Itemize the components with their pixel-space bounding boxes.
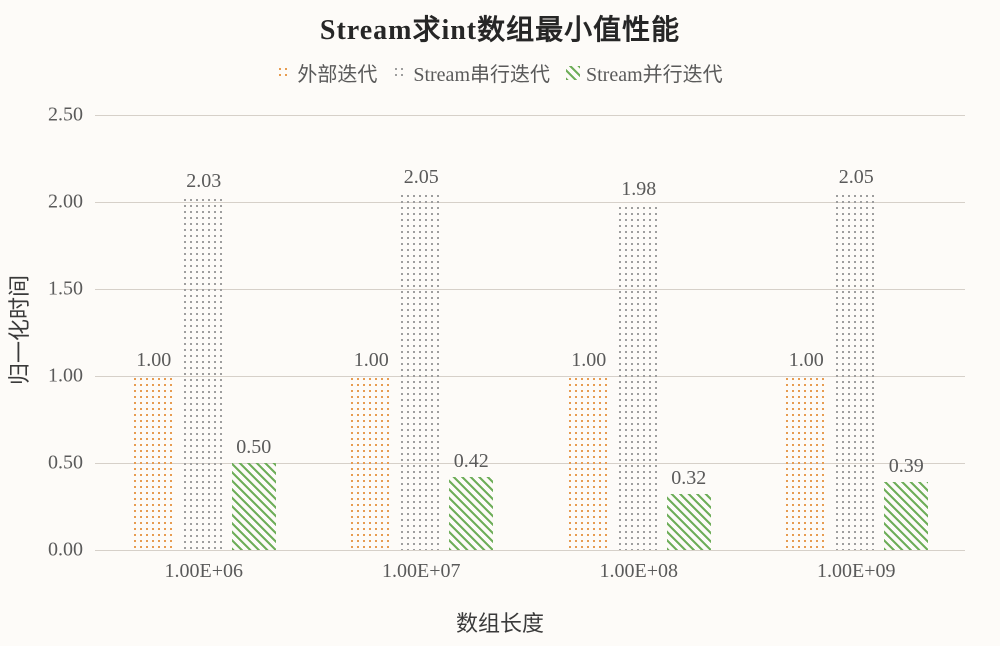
xtick-label: 1.00E+07: [382, 560, 461, 583]
xtick-label: 1.00E+09: [817, 560, 896, 583]
bar: [232, 463, 276, 550]
bar-value-label: 1.98: [621, 178, 656, 201]
bar-value-label: 2.03: [186, 170, 221, 193]
legend-label: Stream串行迭代: [413, 58, 550, 87]
xtick-label: 1.00E+08: [600, 560, 679, 583]
legend-item: Stream串行迭代: [393, 58, 550, 87]
bar-value-label: 0.42: [454, 450, 489, 473]
bar-value-label: 0.32: [671, 467, 706, 490]
bar: [884, 482, 928, 550]
bar-value-label: 0.50: [236, 436, 271, 459]
bar-value-label: 0.39: [889, 455, 924, 478]
bar: [784, 376, 828, 550]
bar: [449, 477, 493, 550]
ytick-label: 0.00: [48, 539, 83, 562]
bar: [132, 376, 176, 550]
legend-item: 外部迭代: [277, 58, 377, 87]
ytick-label: 0.50: [48, 452, 83, 475]
bar: [567, 376, 611, 550]
bar-value-label: 1.00: [354, 349, 389, 372]
bar-value-label: 1.00: [571, 349, 606, 372]
legend-label: Stream并行迭代: [586, 58, 723, 87]
x-axis-label: 数组长度: [0, 606, 1000, 638]
bar: [399, 193, 443, 550]
bar: [667, 494, 711, 550]
y-axis-label: 归一化时间: [2, 275, 34, 385]
legend-swatch: [393, 66, 407, 80]
bar-value-label: 2.05: [839, 166, 874, 189]
ytick-label: 1.50: [48, 278, 83, 301]
chart-title: Stream求int数组最小值性能: [0, 8, 1000, 48]
legend-label: 外部迭代: [297, 58, 377, 87]
bar-value-label: 1.00: [136, 349, 171, 372]
ytick-label: 2.50: [48, 104, 83, 127]
ytick-label: 1.00: [48, 365, 83, 388]
bar: [349, 376, 393, 550]
bar-value-label: 1.00: [789, 349, 824, 372]
bar: [834, 193, 878, 550]
legend-item: Stream并行迭代: [566, 58, 723, 87]
legend-swatch: [277, 66, 291, 80]
bar-value-label: 2.05: [404, 166, 439, 189]
legend: 外部迭代 Stream串行迭代 Stream并行迭代: [0, 58, 1000, 87]
plot-area: 0.000.501.001.502.002.501.00E+061.002.03…: [95, 115, 965, 550]
gridline: [95, 115, 965, 116]
bar: [182, 197, 226, 550]
ytick-label: 2.00: [48, 191, 83, 214]
bar: [617, 205, 661, 550]
chart-container: Stream求int数组最小值性能 外部迭代 Stream串行迭代 Stream并行…: [0, 0, 1000, 646]
xtick-label: 1.00E+06: [165, 560, 244, 583]
gridline: [95, 550, 965, 551]
legend-swatch: [566, 66, 580, 80]
